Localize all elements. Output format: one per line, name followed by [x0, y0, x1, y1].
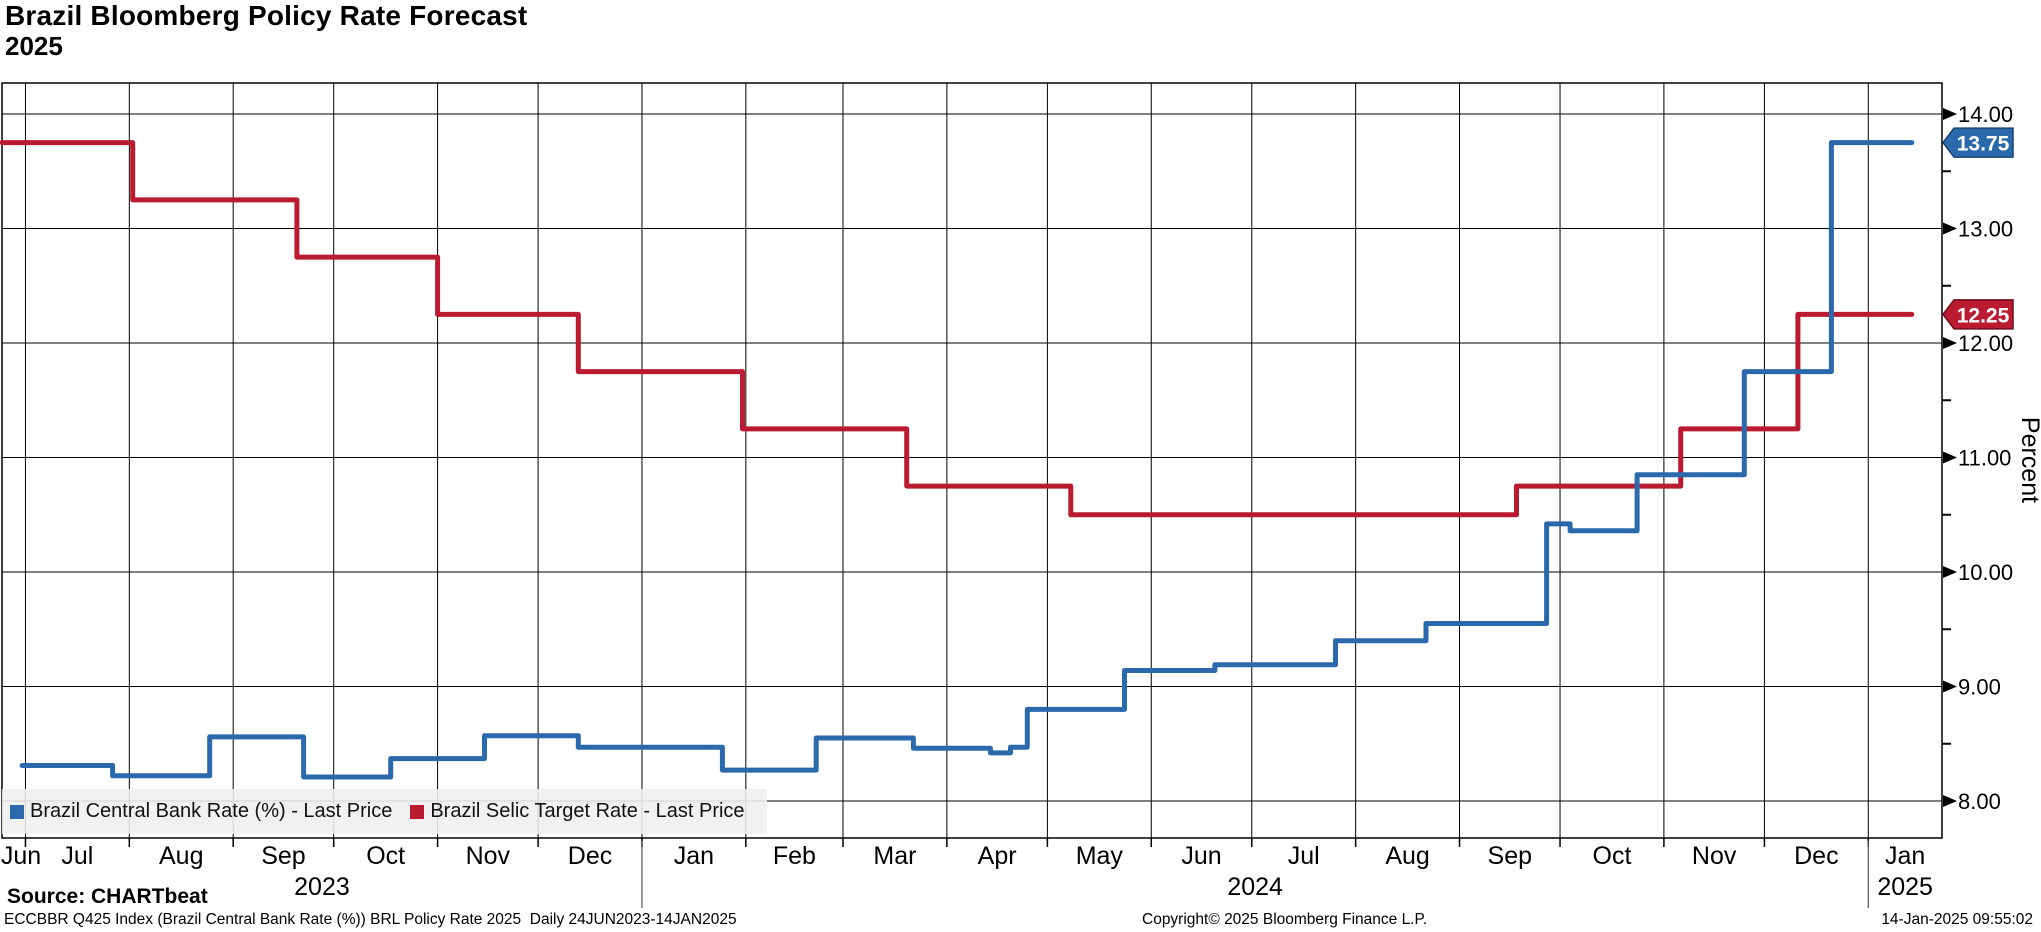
y-tick-label: 11.00	[1958, 446, 2011, 471]
index-footnote: ECCBBR Q425 Index (Brazil Central Bank R…	[4, 911, 737, 928]
timestamp: 14-Jan-2025 09:55:02	[1881, 911, 2033, 928]
plot-border	[1, 82, 1943, 839]
y-tick-label: 12.00	[1958, 331, 2013, 356]
x-month-label: Jan	[1885, 842, 1925, 870]
y-tick-label: 9.00	[1958, 675, 2001, 700]
y-major-tick-arrow-icon	[1943, 680, 1957, 693]
x-month-label: Dec	[1794, 842, 1838, 870]
x-month-label: Nov	[466, 842, 511, 870]
x-month-label: Mar	[873, 842, 916, 870]
x-month-label: Jul	[61, 842, 93, 870]
y-major-tick-arrow-icon	[1943, 451, 1957, 464]
x-month-label: Aug	[159, 842, 203, 870]
x-year-label: 2025	[1877, 873, 1933, 901]
legend-swatch-red-icon	[410, 804, 425, 819]
legend-label-central-bank-rate: Brazil Central Bank Rate (%) - Last Pric…	[30, 800, 393, 822]
x-month-label: Nov	[1692, 842, 1737, 870]
page-title: Brazil Bloomberg Policy Rate Forecast	[5, 0, 528, 31]
y-tick-label: 13.00	[1958, 217, 2013, 242]
x-month-label: Jan	[674, 842, 714, 870]
selic-target-rate-line	[0, 140, 1915, 518]
x-month-label: Dec	[568, 842, 612, 870]
central-bank-rate-line	[19, 140, 1915, 780]
y-axis-title: Percent	[2016, 417, 2041, 503]
x-month-label: Oct	[1593, 842, 1632, 870]
y-tick-label: 8.00	[1958, 789, 2001, 814]
x-month-label: Feb	[773, 842, 816, 870]
x-month-label: Jun	[1181, 842, 1221, 870]
x-month-label: Jun	[1, 842, 41, 870]
y-major-tick-arrow-icon	[1943, 108, 1957, 120]
y-tick-label: 10.00	[1958, 560, 2013, 585]
chart-legend: Brazil Central Bank Rate (%) - Last Pric…	[2, 789, 767, 834]
x-month-label: May	[1076, 842, 1124, 870]
y-major-tick-arrow-icon	[1943, 337, 1957, 349]
last-price-badge	[1942, 127, 2014, 158]
y-major-tick-arrow-icon	[1943, 222, 1957, 235]
x-month-label: Jul	[1288, 842, 1320, 870]
y-tick-label: 14.00	[1958, 102, 2013, 127]
source-label: Source: CHARTbeat	[7, 885, 208, 908]
last-price-badge-label: 13.75	[1957, 133, 2010, 156]
x-year-label: 2023	[294, 873, 350, 901]
legend-swatch-blue-icon	[10, 804, 24, 819]
last-price-badge-label: 12.25	[1957, 304, 2010, 327]
y-major-tick-arrow-icon	[1943, 566, 1957, 578]
copyright-notice: Copyright© 2025 Bloomberg Finance L.P.	[1142, 911, 1428, 928]
legend-item-selic-target-rate: Brazil Selic Target Rate - Last Price	[410, 800, 745, 823]
x-month-label: Sep	[261, 842, 305, 870]
last-price-badge	[1942, 299, 2014, 330]
legend-item-central-bank-rate: Brazil Central Bank Rate (%) - Last Pric…	[10, 800, 392, 823]
x-month-label: Apr	[978, 842, 1017, 870]
x-month-label: Oct	[366, 842, 405, 870]
x-year-label: 2024	[1227, 873, 1283, 901]
x-month-label: Sep	[1488, 842, 1532, 870]
page-subtitle: 2025	[5, 31, 63, 61]
x-month-label: Aug	[1385, 842, 1429, 870]
legend-label-selic-target-rate: Brazil Selic Target Rate - Last Price	[430, 800, 745, 822]
y-major-tick-arrow-icon	[1943, 795, 1957, 807]
